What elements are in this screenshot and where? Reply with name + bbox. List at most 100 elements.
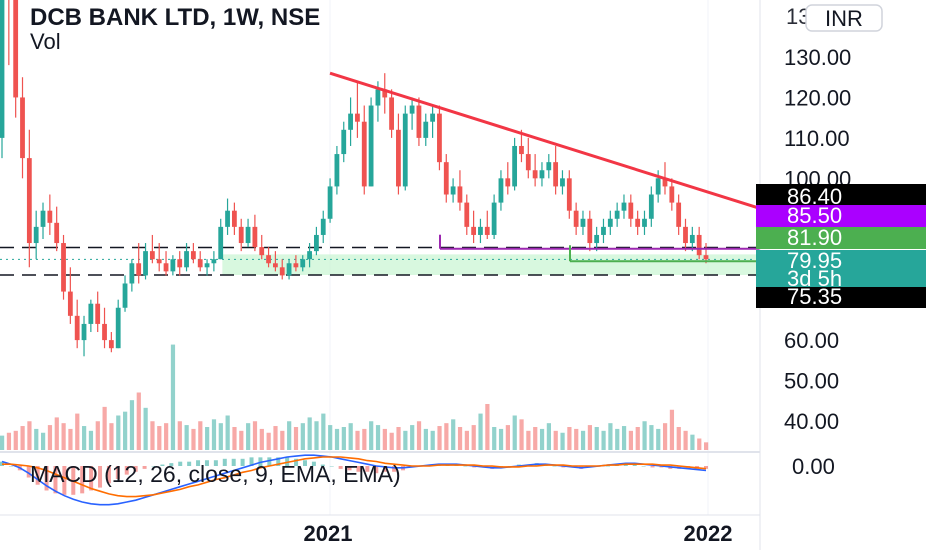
candle[interactable] bbox=[607, 210, 613, 235]
candle[interactable] bbox=[327, 178, 333, 223]
candle[interactable] bbox=[341, 121, 347, 163]
candle[interactable] bbox=[689, 226, 695, 252]
drawing-layer[interactable] bbox=[329, 71, 761, 263]
candle[interactable] bbox=[491, 194, 497, 239]
candle[interactable] bbox=[197, 251, 203, 272]
candle[interactable] bbox=[0, 0, 5, 159]
candle[interactable] bbox=[642, 210, 647, 235]
candle[interactable] bbox=[293, 255, 299, 272]
candle-layer[interactable] bbox=[0, 0, 709, 357]
candle[interactable] bbox=[430, 105, 436, 138]
candle[interactable] bbox=[648, 186, 654, 227]
candle[interactable] bbox=[573, 202, 579, 235]
candle[interactable] bbox=[334, 145, 340, 195]
candle[interactable] bbox=[74, 299, 80, 349]
candle[interactable] bbox=[361, 105, 367, 195]
candle[interactable] bbox=[272, 251, 278, 272]
candle[interactable] bbox=[457, 170, 463, 211]
candle[interactable] bbox=[238, 218, 244, 252]
candle[interactable] bbox=[13, 0, 19, 118]
candle[interactable] bbox=[266, 247, 271, 268]
candle[interactable] bbox=[450, 178, 456, 203]
candle[interactable] bbox=[614, 202, 620, 227]
candle[interactable] bbox=[40, 202, 46, 239]
candle[interactable] bbox=[443, 154, 449, 203]
candle[interactable] bbox=[26, 129, 32, 268]
candle[interactable] bbox=[245, 218, 251, 248]
candle[interactable] bbox=[149, 234, 155, 264]
candle[interactable] bbox=[683, 218, 688, 252]
candle[interactable] bbox=[560, 170, 565, 195]
candle[interactable] bbox=[6, 0, 11, 66]
candle[interactable] bbox=[498, 170, 504, 211]
candle[interactable] bbox=[532, 154, 538, 187]
candle[interactable] bbox=[437, 105, 442, 171]
candle[interactable] bbox=[484, 210, 490, 239]
candle[interactable] bbox=[471, 210, 477, 244]
candle[interactable] bbox=[594, 226, 600, 252]
candle[interactable] bbox=[478, 218, 483, 244]
candle[interactable] bbox=[539, 162, 545, 187]
candle[interactable] bbox=[512, 137, 518, 191]
candle[interactable] bbox=[156, 243, 162, 272]
candle[interactable] bbox=[300, 255, 306, 272]
candle[interactable] bbox=[669, 178, 675, 211]
candle[interactable] bbox=[348, 97, 353, 146]
candle[interactable] bbox=[628, 194, 634, 227]
candle[interactable] bbox=[204, 259, 210, 276]
candle[interactable] bbox=[505, 162, 511, 195]
candle[interactable] bbox=[279, 259, 285, 280]
candle[interactable] bbox=[546, 154, 552, 179]
candle[interactable] bbox=[409, 97, 415, 130]
candle[interactable] bbox=[122, 275, 128, 312]
candle[interactable] bbox=[703, 243, 709, 264]
candle[interactable] bbox=[231, 202, 237, 235]
candle[interactable] bbox=[177, 251, 183, 276]
candle[interactable] bbox=[320, 210, 326, 244]
candle[interactable] bbox=[170, 255, 176, 276]
currency-button[interactable]: INR bbox=[805, 4, 883, 32]
candle[interactable] bbox=[259, 234, 265, 260]
candle[interactable] bbox=[580, 210, 586, 235]
candle[interactable] bbox=[676, 194, 682, 235]
candle[interactable] bbox=[621, 194, 627, 219]
candle[interactable] bbox=[396, 113, 401, 195]
candle[interactable] bbox=[81, 315, 87, 357]
candle[interactable] bbox=[635, 210, 641, 235]
candle[interactable] bbox=[566, 170, 572, 219]
candle[interactable] bbox=[33, 210, 39, 260]
candle[interactable] bbox=[286, 259, 292, 280]
candle[interactable] bbox=[389, 89, 394, 138]
candle[interactable] bbox=[61, 234, 66, 300]
candle[interactable] bbox=[252, 214, 258, 252]
candle[interactable] bbox=[218, 218, 224, 260]
candle[interactable] bbox=[47, 194, 53, 235]
candle[interactable] bbox=[307, 243, 312, 268]
candle[interactable] bbox=[115, 299, 121, 349]
candle[interactable] bbox=[314, 226, 319, 256]
currency-button-bg[interactable] bbox=[805, 4, 883, 32]
candle[interactable] bbox=[525, 137, 531, 179]
candle[interactable] bbox=[553, 145, 559, 195]
candle[interactable] bbox=[20, 77, 25, 179]
candle[interactable] bbox=[108, 332, 114, 353]
candle[interactable] bbox=[163, 251, 169, 276]
candle[interactable] bbox=[519, 129, 524, 163]
candle[interactable] bbox=[136, 243, 142, 284]
candle[interactable] bbox=[102, 307, 107, 349]
time-axis[interactable]: 2021 2022 bbox=[304, 521, 733, 546]
candle[interactable] bbox=[143, 243, 148, 280]
candle[interactable] bbox=[423, 113, 429, 146]
candle[interactable] bbox=[696, 226, 702, 260]
candle[interactable] bbox=[54, 206, 60, 252]
candle[interactable] bbox=[601, 218, 606, 244]
candle[interactable] bbox=[95, 291, 101, 333]
candle[interactable] bbox=[211, 251, 217, 272]
candle[interactable] bbox=[382, 73, 388, 114]
candle[interactable] bbox=[67, 267, 73, 324]
candle[interactable] bbox=[190, 243, 196, 264]
candle[interactable] bbox=[402, 105, 408, 191]
candle[interactable] bbox=[368, 97, 374, 187]
